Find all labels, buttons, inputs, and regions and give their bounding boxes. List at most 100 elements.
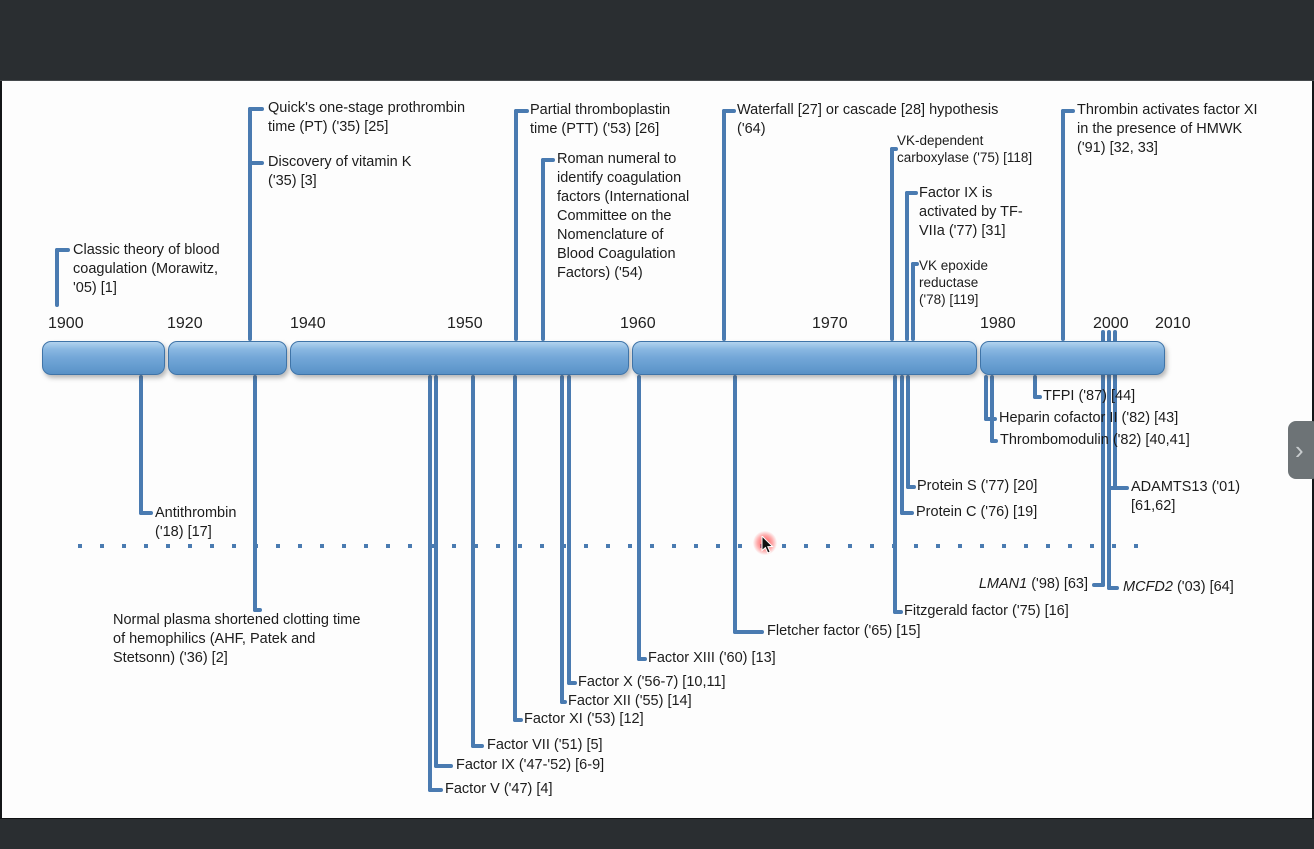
- connector-line: [722, 109, 726, 341]
- timeline-segment: [980, 341, 1165, 375]
- connector-line: [248, 107, 264, 111]
- connector-line: [890, 147, 898, 151]
- annotation-factor-vii: Factor VII ('51) [5]: [487, 737, 603, 753]
- connector-line: [560, 375, 564, 704]
- year-label: 1960: [620, 315, 656, 332]
- gene-name: LMAN1: [978, 576, 1028, 592]
- connector-line: [733, 375, 737, 634]
- annotation-heparin: Heparin cofactor II ('82) [43]: [999, 410, 1179, 426]
- gene-ref: ('98) [63]: [1027, 576, 1088, 592]
- connector-line: [893, 610, 903, 614]
- connector-line: [637, 657, 647, 661]
- annotation-factor-xiii: Factor XIII ('60) [13]: [648, 650, 776, 666]
- connector-line: [905, 191, 909, 341]
- annotation-ptt: Partial thromboplastin time (PTT) ('53) …: [530, 102, 671, 137]
- connector-line: [990, 439, 998, 443]
- connector-line: [55, 248, 70, 252]
- connector-line: [248, 107, 252, 341]
- connector-line: [139, 375, 143, 515]
- year-label: 1970: [812, 315, 848, 332]
- annotation-roman-numeral: Roman numeral to identify coagulation fa…: [557, 151, 690, 281]
- connector-line: [1092, 583, 1105, 587]
- connector-line: [514, 109, 529, 113]
- connector-line: [253, 608, 262, 612]
- gene-name: MCFD2: [1123, 579, 1173, 595]
- annotation-factor-ix-tf: Factor IX is activated by TF- VIIa ('77)…: [919, 185, 1023, 239]
- connector-line: [637, 375, 641, 661]
- connector-line: [139, 511, 153, 515]
- annotation-vk-epoxide: VK epoxide reductase ('78) [119]: [919, 258, 989, 307]
- connector-line: [513, 375, 517, 722]
- connector-line: [906, 485, 916, 489]
- timeline-segment: [290, 341, 629, 375]
- dotted-divider-line: [78, 544, 1144, 548]
- annotation-factor-v: Factor V ('47) [4]: [445, 781, 553, 797]
- annotation-quicks-pt: Quick's one-stage prothrombin time (PT) …: [268, 100, 466, 135]
- connector-line: [567, 681, 577, 685]
- annotation-thrombin-xi: Thrombin activates factor XI in the pres…: [1077, 102, 1258, 156]
- gene-ref: ('03) [64]: [1172, 579, 1234, 595]
- annotation-normal-plasma: Normal plasma shortened clotting time of…: [113, 612, 361, 666]
- year-label: 2000: [1093, 315, 1129, 332]
- connector-line: [253, 375, 257, 612]
- annotation-classic-theory: Classic theory of blood coagulation (Mor…: [73, 242, 220, 296]
- connector-line: [428, 375, 432, 792]
- connector-line: [55, 248, 59, 307]
- annotation-thrombomodulin: Thrombomodulin ('82) [40,41]: [1000, 432, 1190, 448]
- next-page-button[interactable]: ›: [1288, 421, 1314, 479]
- connector-line: [428, 788, 443, 792]
- annotation-factor-x: Factor X ('56-7) [10,11]: [578, 674, 726, 690]
- connector-line: [1061, 109, 1065, 341]
- connector-line: [1107, 586, 1119, 590]
- connector-line: [1113, 330, 1117, 490]
- annotation-vk-carboxylase: VK-dependent carboxylase ('75) [118]: [897, 133, 1033, 165]
- connector-line: [434, 764, 453, 768]
- connector-line: [434, 375, 438, 768]
- timeline-slide: 1900 1920 1940 1950 1960 1970 1980 2000 …: [2, 81, 1312, 818]
- year-label: 1980: [980, 315, 1016, 332]
- annotation-adamts13: ADAMTS13 ('01) [61,62]: [1131, 479, 1241, 514]
- year-label: 1900: [48, 315, 84, 332]
- year-label: 1950: [447, 315, 483, 332]
- annotation-factor-xii: Factor XII ('55) [14]: [568, 693, 692, 709]
- annotation-lman1: LMAN1 ('98) [63]: [961, 575, 1088, 594]
- connector-line: [514, 109, 518, 341]
- annotation-fitzgerald: Fitzgerald factor ('75) [16]: [904, 603, 1069, 619]
- top-chrome-bar: [0, 0, 1314, 81]
- connector-line: [900, 375, 904, 515]
- mouse-cursor: [751, 529, 781, 559]
- connector-line: [990, 375, 994, 443]
- connector-line: [722, 109, 736, 113]
- timeline-segment: [168, 341, 287, 375]
- connector-line: [1107, 330, 1111, 590]
- annotation-mcfd2: MCFD2 ('03) [64]: [1123, 578, 1234, 597]
- connector-line: [1101, 330, 1105, 587]
- connector-line: [1061, 109, 1075, 113]
- annotation-waterfall: Waterfall [27] or cascade [28] hypothesi…: [737, 102, 999, 137]
- chevron-right-icon: ›: [1295, 435, 1304, 465]
- connector-line: [900, 511, 914, 515]
- connector-line: [733, 630, 764, 634]
- connector-line: [541, 158, 545, 341]
- connector-line: [1033, 375, 1037, 399]
- timeline-segment: [632, 341, 977, 375]
- connector-line: [906, 375, 910, 489]
- connector-line: [471, 744, 484, 748]
- annotation-factor-xi: Factor XI ('53) [12]: [524, 711, 644, 727]
- connector-line: [1107, 486, 1129, 490]
- connector-line: [893, 375, 897, 614]
- annotation-tfpi: TFPI ('87) [44]: [1043, 388, 1136, 404]
- connector-line: [560, 700, 567, 704]
- annotation-factor-ix: Factor IX ('47-'52) [6-9]: [456, 757, 605, 773]
- year-label: 2010: [1155, 315, 1191, 332]
- cursor-arrow-icon: [761, 536, 774, 554]
- connector-line: [1033, 395, 1042, 399]
- connector-line: [567, 375, 571, 685]
- connector-line: [911, 262, 919, 266]
- annotation-protein-c: Protein C ('76) [19]: [916, 504, 1038, 520]
- bottom-chrome-bar: [0, 818, 1314, 849]
- connector-line: [513, 718, 523, 722]
- year-label: 1920: [167, 315, 203, 332]
- annotation-vitamin-k: Discovery of vitamin K ('35) [3]: [268, 154, 412, 189]
- connector-line: [905, 191, 918, 195]
